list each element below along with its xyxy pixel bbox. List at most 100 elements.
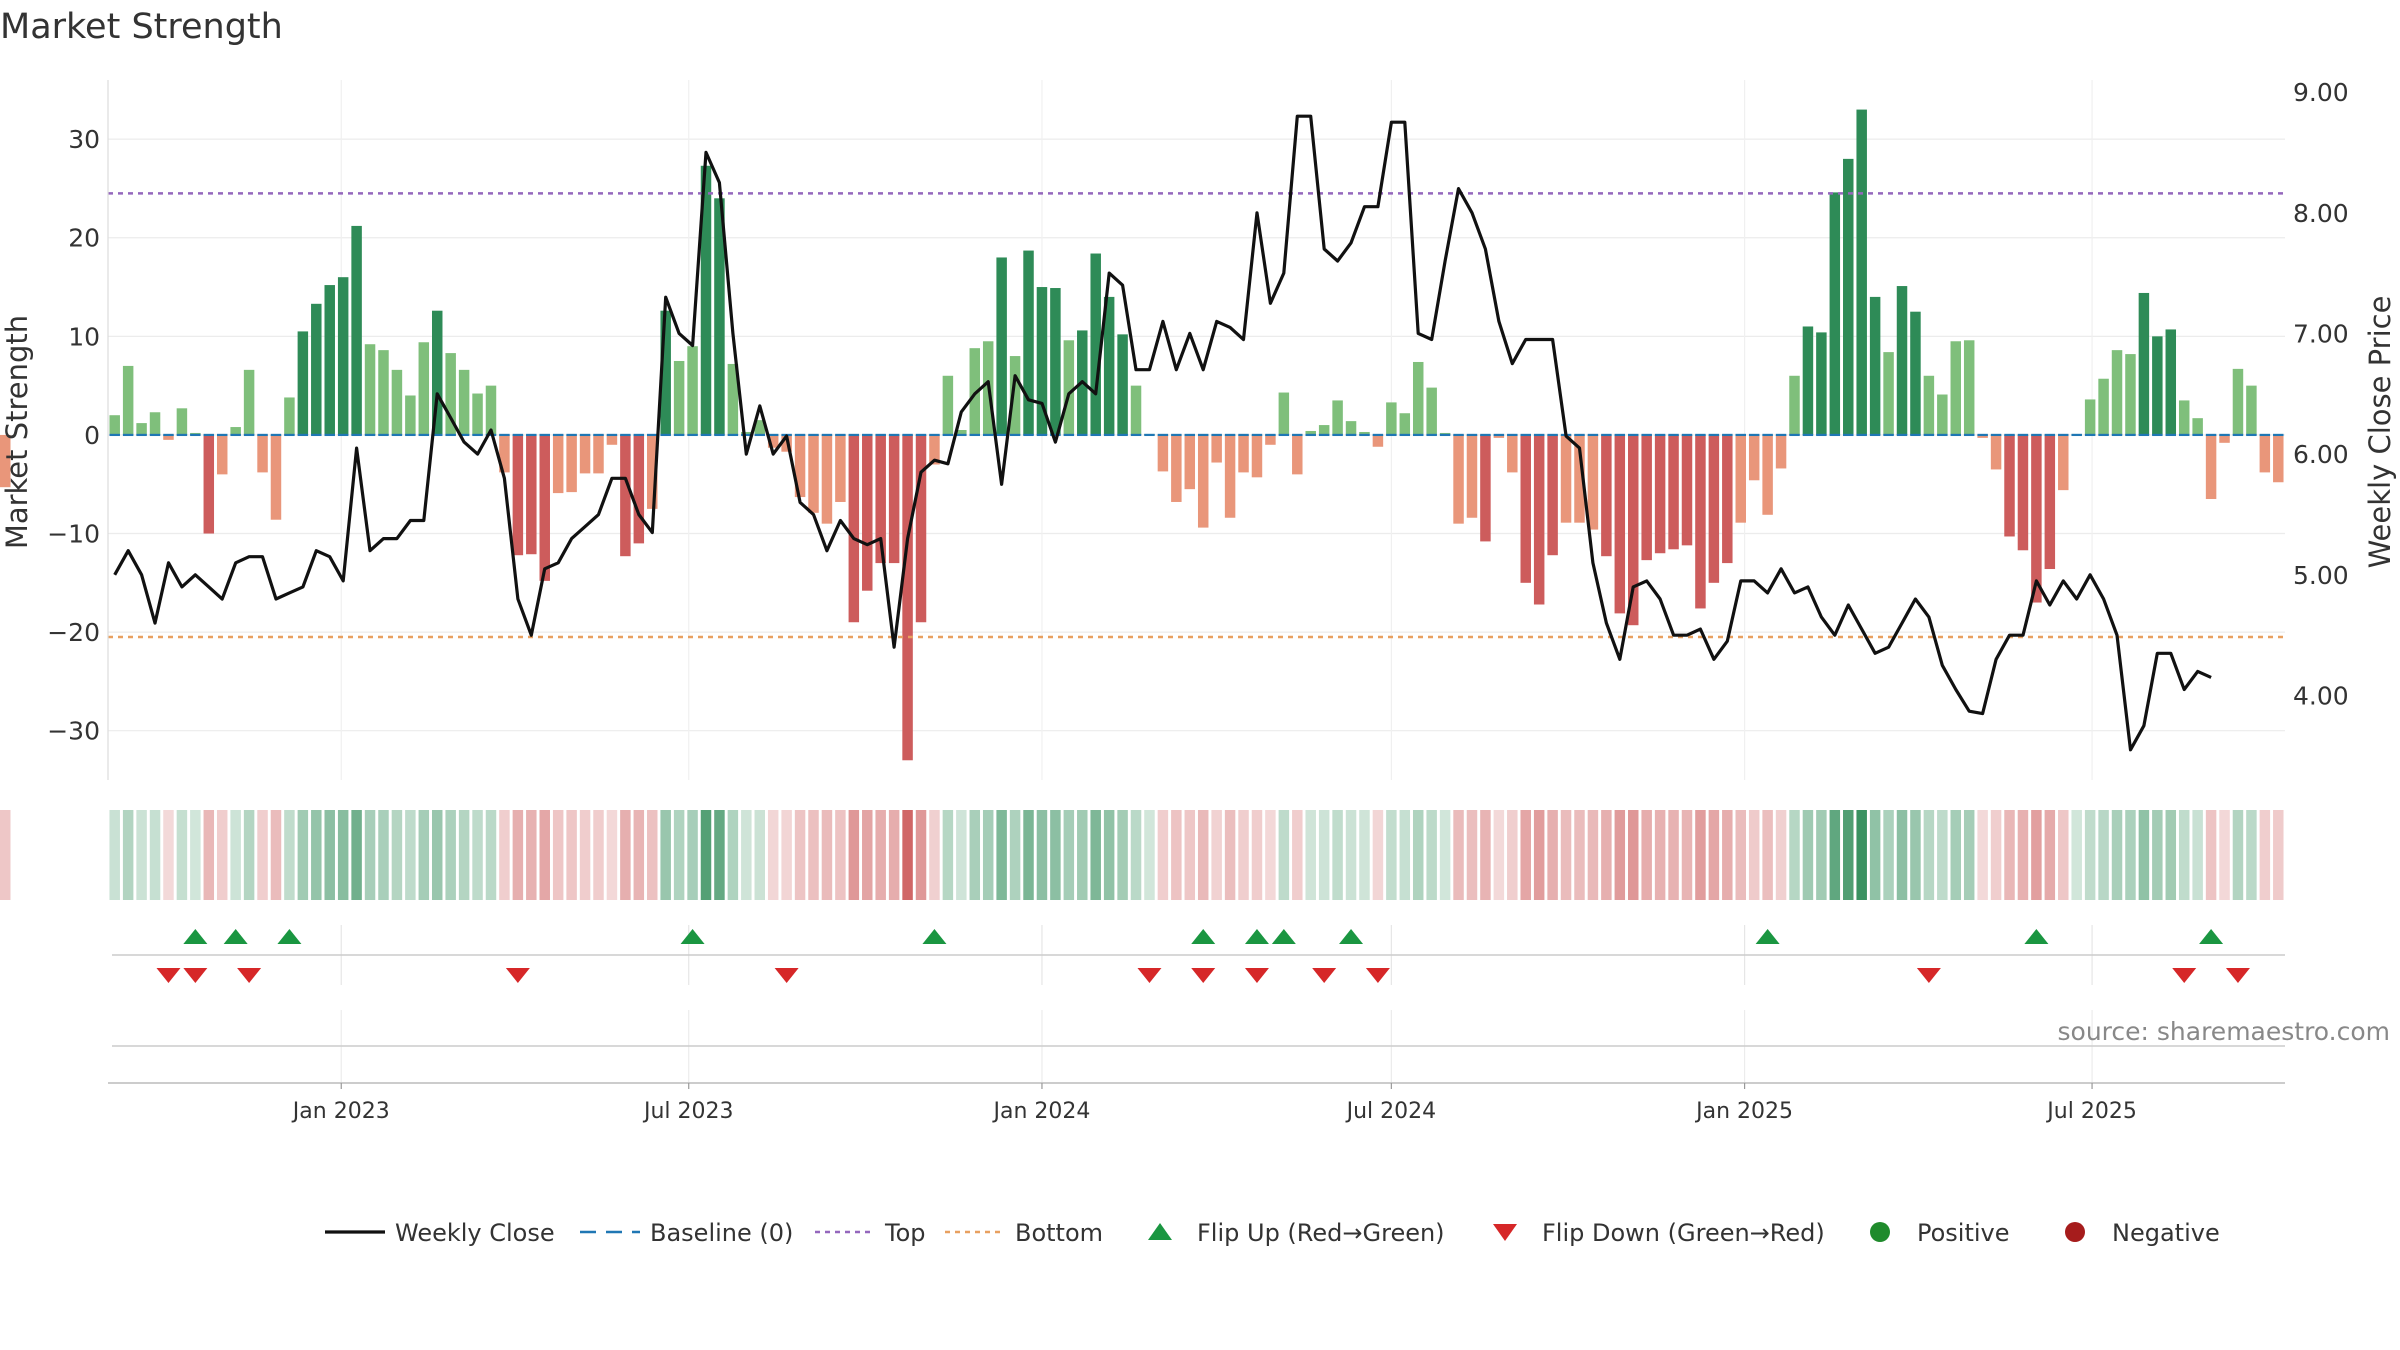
left-tick-label: −10	[47, 520, 100, 549]
strip-cell	[741, 810, 752, 900]
strip-cell	[1762, 810, 1773, 900]
strip-cell	[351, 810, 362, 900]
strip-cell	[216, 810, 228, 900]
strip-cell	[1681, 810, 1693, 900]
strip-cell	[1171, 810, 1182, 900]
strength-bar	[1103, 296, 1115, 435]
strip-cell	[552, 810, 564, 900]
strength-bar	[2192, 418, 2203, 435]
strip-cell	[539, 810, 550, 900]
strip-cell	[2178, 810, 2190, 900]
strip-cell	[1641, 810, 1652, 900]
legend-label: Bottom	[1015, 1219, 1103, 1247]
legend-label: Negative	[2112, 1219, 2220, 1247]
strip-cell	[1963, 810, 1975, 900]
strip-cell	[257, 810, 268, 900]
strip-cell	[176, 810, 188, 900]
strength-bar	[2084, 399, 2096, 435]
strength-bar	[499, 434, 510, 473]
strength-bar	[1601, 434, 1612, 557]
left-tick-label: 30	[68, 125, 100, 154]
strip-cell	[149, 810, 161, 900]
strip-cell	[915, 810, 927, 900]
strip-cell	[1399, 810, 1411, 900]
strength-bar	[311, 303, 322, 435]
strength-bar	[1910, 311, 1921, 435]
strength-bar	[687, 346, 698, 435]
strength-bar	[821, 434, 833, 524]
strip-cell	[767, 810, 779, 900]
legend-swatch	[1870, 1222, 1890, 1242]
legend-item: Flip Up (Red→Green)	[1148, 1219, 1445, 1247]
strength-bar	[1735, 434, 1746, 523]
flip-down-marker	[183, 968, 208, 983]
strip-cell	[794, 810, 806, 900]
strength-bar	[727, 363, 739, 435]
source-credit: source: sharemaestro.com	[2058, 1017, 2391, 1046]
strip-cell	[727, 810, 739, 900]
legend-swatch	[1148, 1223, 1172, 1240]
strength-bar	[512, 434, 524, 556]
strength-bar	[1869, 296, 1881, 435]
strength-bar	[1748, 434, 1760, 481]
strength-bar	[297, 331, 309, 435]
strip-cell	[163, 810, 174, 900]
strength-bar	[337, 277, 349, 435]
x-tick-label: Jul 2023	[642, 1099, 734, 1124]
strip-cell	[1050, 810, 1061, 900]
legend-label: Flip Up (Red→Green)	[1197, 1219, 1445, 1247]
x-tick-label: Jan 2024	[992, 1099, 1091, 1124]
strip-cell	[1157, 810, 1169, 900]
strip-cell	[472, 810, 483, 900]
strength-bar	[1722, 434, 1733, 564]
strip-cell	[1292, 810, 1303, 900]
strip-cell	[1507, 810, 1518, 900]
strength-bar	[579, 434, 591, 474]
strength-bar	[2031, 434, 2042, 603]
strip-cell	[566, 810, 577, 900]
strip-cell	[1453, 810, 1464, 900]
strip-cell	[230, 810, 241, 900]
strength-bar	[700, 165, 712, 435]
strip-cell	[445, 810, 456, 900]
strength-bar	[996, 257, 1007, 435]
strip-cell	[1654, 810, 1666, 900]
x-tick-label: Jan 2025	[1694, 1099, 1793, 1124]
strength-bar	[136, 423, 147, 435]
strip-cell	[1560, 810, 1572, 900]
strip-cell	[1184, 810, 1196, 900]
strength-bar	[1251, 434, 1263, 478]
strip-cell	[1063, 810, 1075, 900]
strength-bar	[2098, 378, 2109, 435]
flip-up-marker	[277, 929, 302, 944]
legend-item: Weekly Close	[325, 1219, 555, 1247]
strength-bar	[1963, 340, 1975, 435]
strength-bar	[1950, 341, 1962, 435]
legend-label: Positive	[1917, 1219, 2010, 1247]
strength-bar	[1668, 434, 1679, 550]
strip-cell	[1843, 810, 1854, 900]
strip-cell	[526, 810, 537, 900]
strength-bar	[1130, 385, 1142, 435]
strength-bar	[848, 434, 860, 623]
strength-bar	[647, 434, 658, 509]
strength-bar	[794, 434, 806, 498]
strip-cell	[875, 810, 886, 900]
strength-bar	[1507, 434, 1518, 473]
strip-cell	[2219, 810, 2230, 900]
left-tick-label: 10	[68, 322, 100, 351]
strength-bar	[1937, 394, 1948, 435]
strip-cell	[1009, 810, 1021, 900]
legend-item: Negative	[2065, 1219, 2220, 1247]
x-tick-label: Jul 2025	[2045, 1099, 2137, 1124]
strip-cell	[243, 810, 255, 900]
strength-bar	[1399, 413, 1411, 435]
left-axis: 30 20 10 0 −10 −20 −30	[47, 80, 109, 780]
strength-bar	[875, 434, 886, 564]
strip-cell	[431, 810, 443, 900]
legend-label: Weekly Close	[395, 1219, 555, 1247]
strength-bar	[1923, 375, 1935, 435]
legend-item: Positive	[1870, 1219, 2010, 1247]
strip-cell	[1117, 810, 1128, 900]
